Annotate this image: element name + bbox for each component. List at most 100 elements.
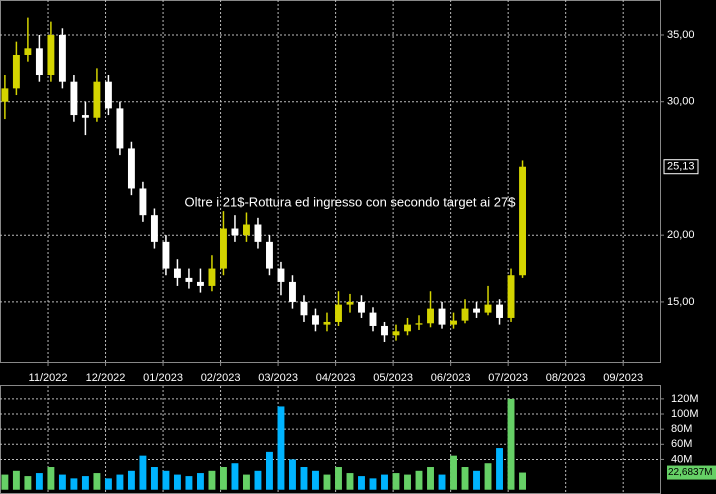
y-tick-label: 80M: [671, 423, 692, 435]
volume-bar: [24, 476, 32, 490]
last-price-box: [663, 159, 699, 175]
volume-bar: [312, 470, 319, 490]
annotation: Oltre i 21$-Rottura ed ingresso con seco…: [185, 194, 517, 209]
candle-body: [369, 312, 377, 326]
volume-bar: [323, 474, 331, 490]
x-tick-label: 02/2023: [201, 372, 241, 384]
volume-bar: [35, 473, 43, 490]
volume-bar: [47, 467, 55, 490]
volume-bar: [450, 455, 457, 490]
candle-body: [81, 115, 89, 118]
volume-bar: [12, 470, 20, 490]
volume-bar: [392, 473, 400, 490]
volume-bar: [266, 451, 273, 490]
volume-bar: [438, 474, 446, 490]
candle-body: [254, 224, 262, 242]
candle-body: [231, 228, 239, 236]
volume-bar: [243, 474, 250, 490]
candle-body: [173, 268, 181, 278]
x-tick-label: 08/2023: [546, 372, 586, 384]
volume-bar: [381, 474, 388, 490]
candle-body: [58, 34, 66, 82]
volume-bar: [277, 406, 285, 490]
candle-body: [24, 48, 32, 55]
candle-body: [208, 268, 216, 286]
last-price-label: 25,13: [667, 161, 695, 173]
candle-body: [507, 275, 515, 318]
candle-body: [162, 241, 170, 269]
y-tick-label: 40M: [671, 453, 692, 465]
volume-bar: [150, 467, 158, 490]
candle-body: [35, 48, 43, 76]
volume-bar: [369, 478, 377, 490]
volume-bar: [127, 470, 135, 490]
candle-body: [12, 54, 20, 89]
volume-bar: [116, 474, 124, 490]
candle-body: [196, 281, 204, 286]
x-tick-label: 11/2022: [29, 372, 68, 384]
volume-bar: [208, 470, 216, 490]
x-tick-label: 06/2023: [431, 372, 471, 384]
candle-body: [289, 281, 296, 302]
volume-bar: [81, 476, 89, 490]
volume-bar: [196, 473, 204, 490]
volume-bar: [162, 470, 170, 490]
candle-body: [404, 324, 411, 332]
volume-bar: [484, 463, 492, 490]
volume-bar: [300, 467, 308, 490]
y-tick-label: 100M: [671, 408, 699, 420]
y-tick-label: 120M: [671, 393, 699, 405]
volume-bar: [93, 473, 101, 490]
y-tick-label: 35,00: [667, 29, 695, 41]
volume-bar: [139, 455, 147, 490]
candle-body: [323, 321, 331, 325]
candle-body: [266, 241, 273, 269]
candle-body: [461, 308, 469, 321]
candle-body: [427, 308, 434, 324]
volume-bar: [254, 470, 262, 490]
volume-bar: [473, 470, 480, 490]
x-tick-label: 03/2023: [258, 372, 298, 384]
candle-body: [93, 81, 101, 118]
volume-bar: [70, 478, 78, 490]
candle-body: [450, 320, 457, 325]
candle-body: [496, 304, 503, 318]
volume-bar: [1, 474, 9, 490]
x-tick-label: 09/2023: [603, 372, 643, 384]
candle-body: [127, 148, 135, 189]
candle-body: [346, 301, 354, 305]
x-tick-label: 04/2023: [316, 372, 356, 384]
last-volume-box: [667, 465, 716, 480]
candle-body: [1, 88, 9, 102]
volume-bar: [173, 474, 181, 490]
volume-bar: [415, 470, 423, 490]
price-frame: [0, 0, 661, 363]
volume-bar: [289, 459, 296, 490]
candle-body: [70, 81, 78, 116]
candle-body: [438, 308, 446, 325]
y-tick-label: 20,00: [667, 229, 695, 241]
volume-bar: [496, 448, 503, 490]
candle-body: [392, 331, 400, 336]
volume-bar: [335, 467, 342, 490]
x-tick-label: 01/2023: [143, 372, 183, 384]
volume-bar: [346, 473, 354, 490]
candle-body: [473, 308, 480, 313]
candle-body: [519, 166, 526, 276]
volume-bar: [185, 476, 193, 490]
candle-body: [104, 81, 112, 109]
candle-body: [220, 228, 227, 269]
candle-body: [335, 304, 342, 322]
x-tick-label: 12/2022: [86, 372, 126, 384]
candle-body: [243, 224, 250, 236]
last-volume-label: 22,6837M: [668, 467, 712, 478]
candle-body: [277, 268, 285, 282]
volume-bar: [231, 463, 239, 490]
volume-bar: [404, 474, 411, 490]
y-tick-label: 30,00: [667, 96, 695, 108]
candle-body: [185, 277, 193, 282]
volume-bar: [58, 474, 66, 490]
candle-body: [300, 301, 308, 316]
